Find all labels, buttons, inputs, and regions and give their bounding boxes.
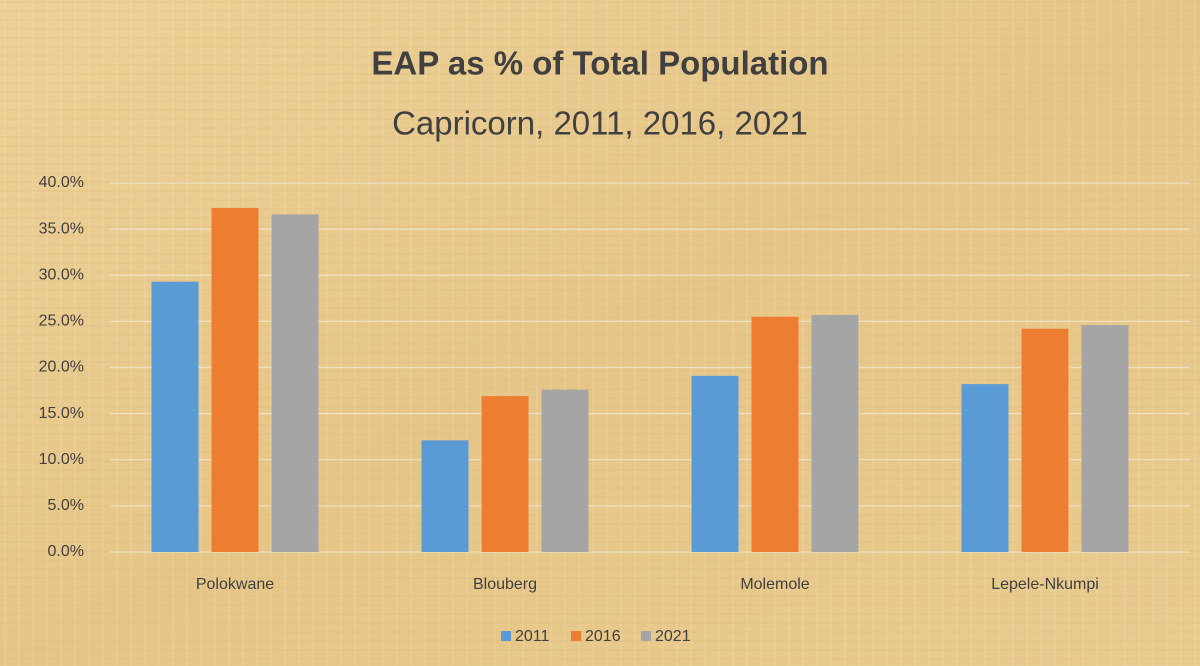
legend-label: 2016 (585, 628, 621, 645)
bar (151, 281, 199, 552)
bar (751, 316, 799, 552)
x-tick-label: Blouberg (473, 576, 537, 593)
y-tick-label: 0.0% (48, 543, 84, 560)
y-tick-label: 25.0% (39, 313, 84, 330)
legend-label: 2021 (655, 628, 691, 645)
bar (421, 440, 469, 552)
y-tick-label: 35.0% (39, 220, 84, 237)
bar (1081, 325, 1129, 552)
y-tick-label: 15.0% (39, 405, 84, 422)
y-tick-label: 20.0% (39, 359, 84, 376)
x-tick-label: Molemole (740, 576, 809, 593)
chart-subtitle: Capricorn, 2011, 2016, 2021 (392, 105, 808, 142)
chart-title: EAP as % of Total Population (371, 45, 828, 82)
legend-label: 2011 (515, 628, 550, 645)
y-tick-label: 5.0% (48, 497, 84, 514)
bar (481, 396, 529, 552)
bar (811, 314, 859, 552)
bar (1021, 328, 1069, 552)
x-tick-label: Polokwane (196, 576, 274, 593)
x-tick-label: Lepele-Nkumpi (991, 576, 1099, 593)
legend-swatch (641, 631, 651, 641)
bar (691, 375, 739, 552)
y-tick-label: 10.0% (39, 451, 84, 468)
y-tick-label: 40.0% (39, 174, 84, 191)
bar (271, 214, 319, 553)
bar (211, 207, 259, 552)
legend-swatch (501, 631, 511, 641)
legend-swatch (571, 631, 581, 641)
y-tick-label: 30.0% (39, 266, 84, 283)
bar (541, 389, 589, 552)
bar (961, 384, 1009, 552)
